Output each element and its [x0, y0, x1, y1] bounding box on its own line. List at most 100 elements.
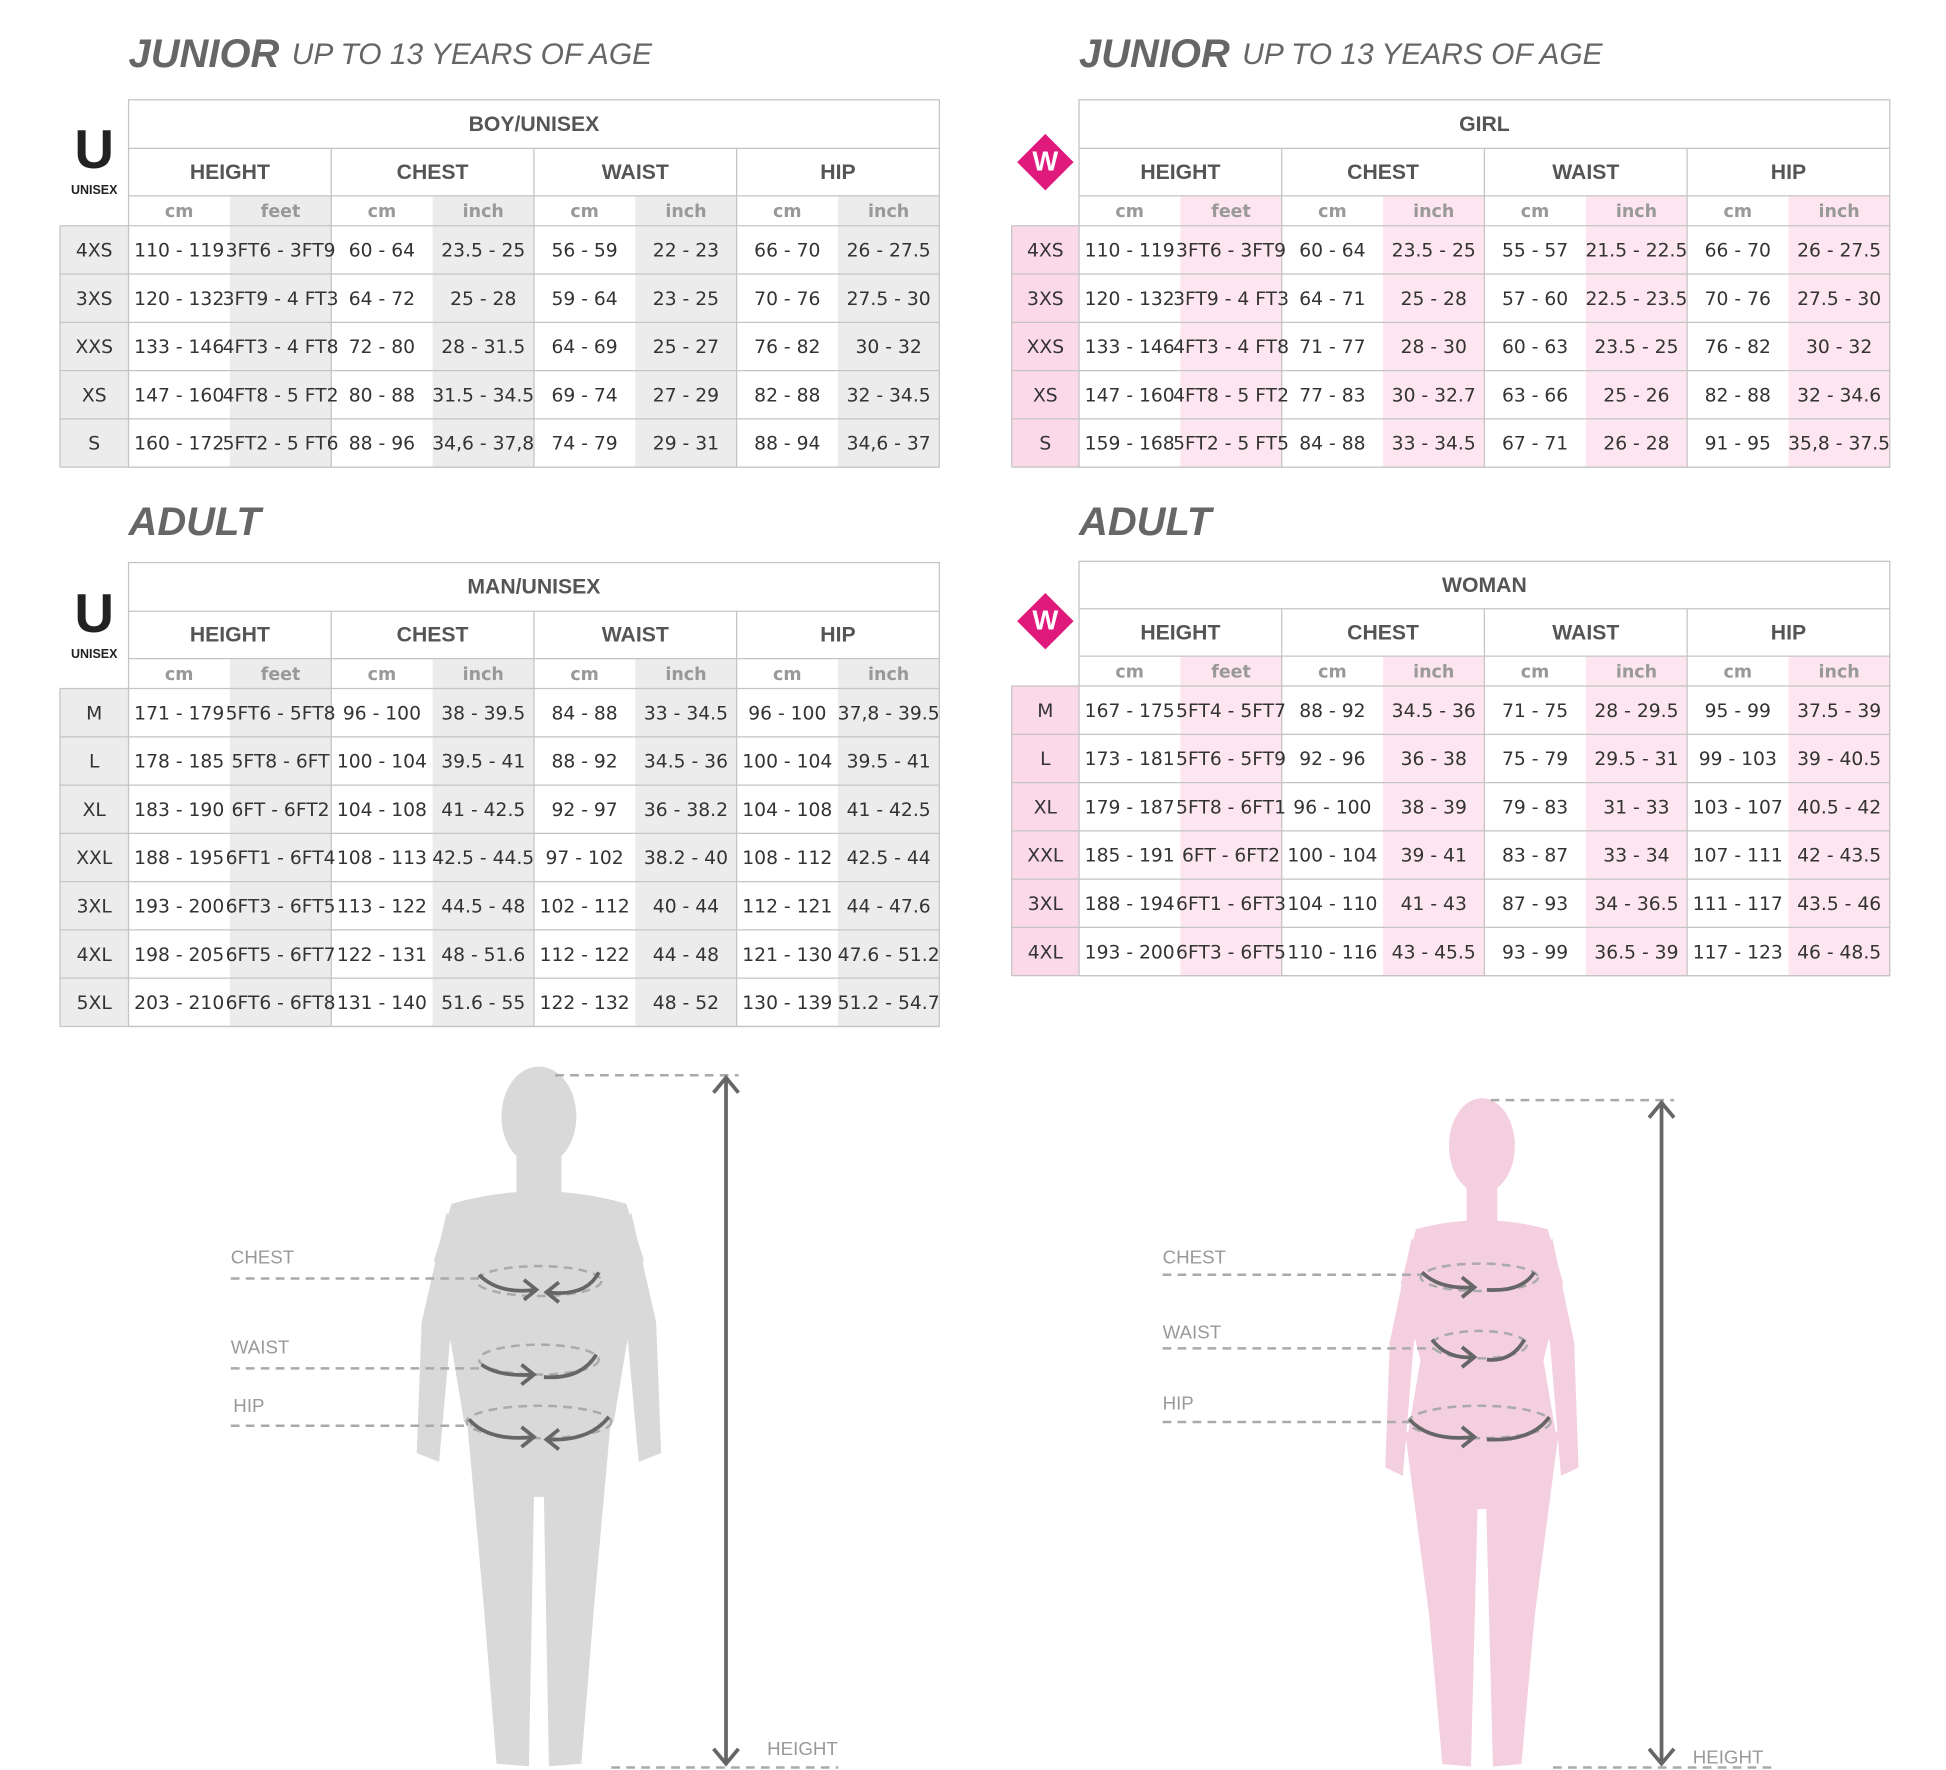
table-cell: 35,8 - 37.5	[1788, 434, 1890, 455]
section-title: ADULT	[1078, 499, 1215, 543]
waist-label: WAIST	[231, 1336, 290, 1357]
column-header: WAIST	[602, 624, 669, 647]
table-cell: 193 - 200	[134, 897, 224, 918]
section-title: JUNIOR UP TO 13 YEARS OF AGE	[1079, 32, 1604, 76]
table-cell: 27 - 29	[653, 385, 719, 406]
table-cell: 3FT9 - 4 FT3	[1173, 289, 1289, 310]
table-cell: 39.5 - 41	[847, 752, 931, 773]
table-cell: 92 - 96	[1299, 749, 1365, 770]
table-cell: 60 - 63	[1502, 337, 1568, 358]
column-header: HEIGHT	[190, 624, 270, 647]
unit-header: cm	[773, 202, 802, 222]
table-cell: 100 - 104	[337, 752, 427, 773]
measure-guides	[230, 1073, 1772, 1769]
table-cell: 6FT1 - 6FT4	[226, 848, 336, 869]
table-cell: 74 - 79	[551, 434, 617, 455]
icon-letter: U	[74, 118, 114, 180]
size-column-shade	[1011, 225, 1080, 468]
table-cell: 104 - 110	[1287, 894, 1377, 915]
table-cell: 34,6 - 37,8	[432, 434, 534, 455]
table-cell: 36.5 - 39	[1594, 942, 1678, 963]
unit-header: cm	[165, 202, 194, 222]
column-header: CHEST	[397, 624, 469, 647]
unit-header: inch	[665, 665, 706, 685]
size-label: XL	[83, 800, 107, 821]
table-cell: 120 - 132	[134, 289, 224, 310]
table-cell: 82 - 88	[1705, 385, 1771, 406]
table-cell: 104 - 108	[742, 800, 832, 821]
column-header: WAIST	[1552, 621, 1619, 644]
unit-header: inch	[665, 202, 706, 222]
table-cell: 25 - 26	[1603, 385, 1669, 406]
table-cell: 64 - 71	[1299, 289, 1365, 310]
table-cell: 51.2 - 54.7	[838, 993, 940, 1014]
unit-header: cm	[1318, 202, 1347, 222]
unit-column-shade	[1788, 195, 1890, 468]
table-cell: 44 - 48	[653, 945, 719, 966]
table-cell: 40.5 - 42	[1797, 797, 1881, 818]
table-cell: 33 - 34.5	[644, 703, 728, 724]
table-cell: 77 - 83	[1299, 385, 1365, 406]
table-cell: 122 - 131	[337, 945, 427, 966]
unit-column-shade	[229, 195, 332, 468]
table-cell: 4FT3 - 4 FT8	[223, 337, 339, 358]
table-cell: 110 - 119	[1085, 241, 1175, 262]
table-cell: 26 - 27.5	[1797, 241, 1881, 262]
table-cell: 117 - 123	[1693, 942, 1783, 963]
chest-label: CHEST	[1163, 1247, 1226, 1268]
table-cell: 64 - 72	[349, 289, 415, 310]
woman-figure	[1385, 1098, 1579, 1767]
title-main: JUNIOR	[1079, 32, 1230, 76]
table-cell: 71 - 77	[1299, 337, 1365, 358]
column-header: HIP	[1771, 161, 1806, 184]
table-cell: 96 - 100	[748, 703, 826, 724]
size-label: 4XS	[76, 241, 113, 262]
size-label: S	[1039, 434, 1051, 455]
table-cell: 93 - 99	[1502, 942, 1568, 963]
table-cell: 37,8 - 39.5	[838, 703, 940, 724]
table-cell: 3FT6 - 3FT9	[1176, 241, 1286, 262]
table-cell: 203 - 210	[134, 993, 224, 1014]
table-cell: 26 - 28	[1603, 434, 1669, 455]
table-cell: 29 - 31	[653, 434, 719, 455]
table-cell: 96 - 100	[343, 703, 421, 724]
size-label: 4XL	[77, 945, 113, 966]
table-cell: 42.5 - 44.5	[432, 848, 534, 869]
unit-header: inch	[463, 665, 504, 685]
table-cell: 5FT2 - 5 FT5	[1173, 434, 1289, 455]
table-cell: 99 - 103	[1699, 749, 1777, 770]
column-header: CHEST	[397, 161, 469, 184]
table-cell: 34,6 - 37	[847, 434, 931, 455]
table-cell: 171 - 179	[134, 703, 224, 724]
table-cell: 44 - 47.6	[847, 897, 931, 918]
hip-label: HIP	[233, 1395, 264, 1416]
table-cell: 32 - 34.6	[1797, 385, 1881, 406]
unit-header: cm	[1318, 662, 1347, 682]
table-cell: 5FT2 - 5 FT6	[223, 434, 339, 455]
table-cell: 188 - 194	[1085, 894, 1175, 915]
unit-header: inch	[1413, 662, 1454, 682]
table-cell: 43.5 - 46	[1797, 894, 1881, 915]
table-cell: 92 - 97	[551, 800, 617, 821]
size-table: ADULT W WOMAN HEIGHT CHEST WAIST HIP cm feet cm in…	[1011, 499, 1891, 977]
table-cell: 40 - 44	[653, 897, 719, 918]
column-header: HEIGHT	[190, 161, 270, 184]
size-label: XS	[1033, 385, 1058, 406]
table-cell: 67 - 71	[1502, 434, 1568, 455]
table-cell: 39 - 40.5	[1797, 749, 1881, 770]
table-cell: 102 - 112	[540, 897, 630, 918]
table-cell: 44.5 - 48	[441, 897, 525, 918]
table-cell: 70 - 76	[754, 289, 820, 310]
table-cell: 110 - 119	[134, 241, 224, 262]
icon-caption: UNISEX	[71, 647, 118, 661]
table-cell: 22 - 23	[653, 241, 719, 262]
table-cell: 96 - 100	[1293, 797, 1371, 818]
unit-column-shade	[432, 195, 534, 468]
column-header: HIP	[820, 161, 855, 184]
group-header: GIRL	[1459, 113, 1510, 136]
table-cell: 72 - 80	[349, 337, 415, 358]
table-cell: 32 - 34.5	[847, 385, 931, 406]
height-label: HEIGHT	[767, 1738, 838, 1759]
title-main: JUNIOR	[129, 32, 280, 76]
